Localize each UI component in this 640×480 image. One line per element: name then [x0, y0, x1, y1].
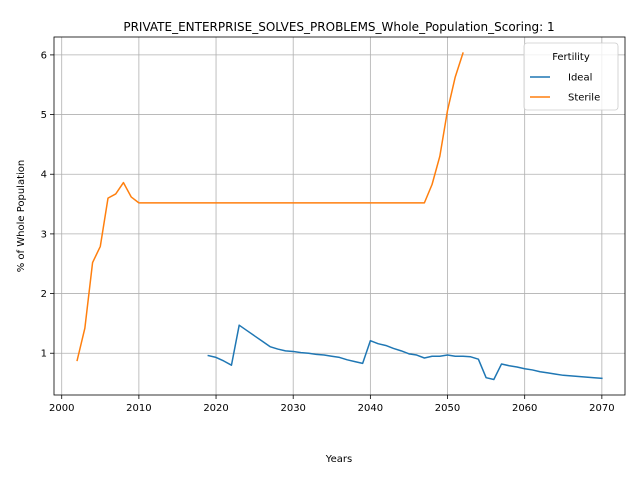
plot-frame [53, 36, 626, 396]
x-tick-label: 2070 [589, 403, 614, 414]
x-tick-label: 2040 [358, 403, 383, 414]
y-tick-label: 3 [41, 229, 47, 240]
x-axis-label: Years [325, 454, 352, 465]
legend-label-sterile: Sterile [568, 93, 600, 104]
legend-label-ideal: Ideal [568, 73, 592, 84]
x-tick-label: 2060 [512, 403, 537, 414]
x-tick-label: 2000 [49, 403, 74, 414]
series-lines [76, 52, 603, 381]
y-tick-label: 2 [41, 289, 47, 300]
y-axis-label: % of Whole Population [16, 160, 27, 273]
axis-ticks: 2000 2010 2020 2030 2040 2050 2060 2070 1 2 3 4 5 6 [41, 50, 615, 414]
y-tick-label: 1 [41, 349, 47, 360]
y-tick-label: 5 [41, 110, 47, 121]
x-tick-label: 2010 [126, 403, 151, 414]
y-tick-label: 4 [41, 170, 47, 181]
legend-title: Fertility [552, 52, 590, 63]
legend-box [523, 42, 619, 111]
series-line-ideal [207, 324, 603, 381]
legend-entries: Ideal Sterile [530, 73, 600, 104]
x-tick-label: 2030 [280, 403, 305, 414]
legend: Fertility Ideal Sterile [523, 42, 619, 111]
x-tick-label: 2020 [203, 403, 228, 414]
y-tick-label: 6 [41, 50, 47, 61]
chart-title: PRIVATE_ENTERPRISE_SOLVES_PROBLEMS_Whole… [123, 20, 554, 34]
x-tick-label: 2050 [435, 403, 460, 414]
series-line-sterile [76, 52, 464, 362]
